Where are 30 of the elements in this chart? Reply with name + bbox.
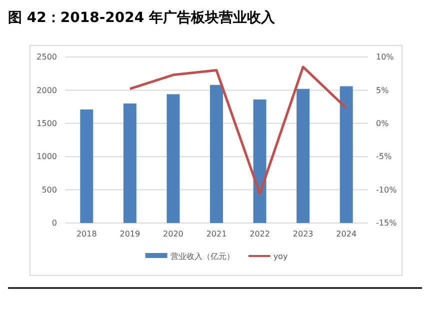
line-series [128, 66, 348, 196]
x-tick-label: 2018 [76, 230, 97, 239]
x-tick-label: 2023 [292, 230, 314, 239]
y-tick-label: 1500 [36, 118, 57, 128]
y2-tick-label: 5% [376, 86, 390, 95]
y-tick-label: 1000 [36, 152, 57, 162]
legend-label: yoy [273, 252, 288, 261]
bar [210, 84, 223, 223]
bar [296, 88, 310, 223]
bar [166, 94, 180, 223]
y-tick-label: 500 [42, 185, 57, 194]
bar [80, 109, 94, 223]
x-tick-label: 2020 [163, 230, 184, 239]
y-tick-label: 2000 [36, 86, 57, 95]
legend-label: 营业收入（亿元） [170, 252, 234, 261]
y-tick-label: 0 [52, 218, 57, 228]
y-tick-label: 2500 [36, 52, 57, 62]
y2-tick-label: 10% [376, 52, 394, 62]
x-tick-label: 2019 [120, 230, 140, 239]
y2-tick-label: -5% [376, 152, 392, 162]
x-tick-label: 2022 [250, 230, 270, 239]
bar [253, 99, 266, 223]
y2-tick-label: 0% [376, 118, 390, 128]
chart-title: 图 42：2018-2024 年广告板块营业收入 [8, 9, 276, 26]
bar [340, 86, 353, 223]
y2-tick-label: -10% [376, 185, 398, 194]
bar [123, 103, 136, 223]
x-tick-label: 2021 [206, 230, 227, 239]
y2-tick-label: -15% [376, 218, 398, 228]
x-tick-label: 2024 [336, 230, 357, 239]
